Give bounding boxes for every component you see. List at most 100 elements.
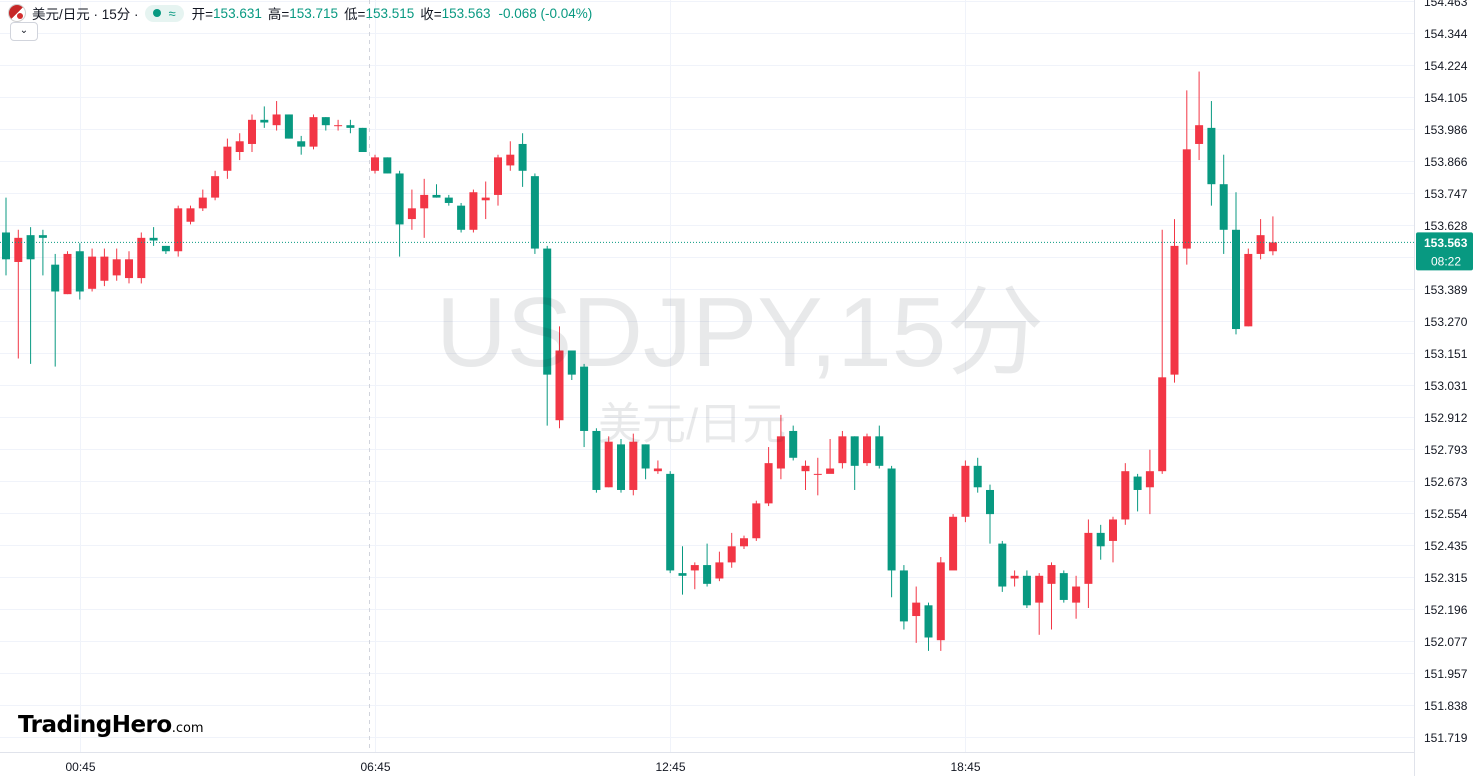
candle-body <box>555 350 564 421</box>
candle <box>641 444 650 480</box>
time-tick-label: 06:45 <box>360 760 390 774</box>
candle <box>125 251 133 284</box>
candle-body <box>826 468 835 474</box>
candle-body <box>518 143 527 171</box>
collapse-legend-button[interactable]: ⌄ <box>10 22 38 41</box>
candle <box>395 170 404 257</box>
candle <box>715 551 724 582</box>
price-tick-label: 152.912 <box>1424 411 1468 425</box>
candle-body <box>1182 149 1191 249</box>
candle <box>863 433 871 466</box>
candle <box>740 535 748 549</box>
candle-body <box>740 538 748 547</box>
candle-body <box>38 235 47 238</box>
brand-logo[interactable]: TradingHero.com <box>18 712 204 738</box>
candle <box>223 138 232 179</box>
candle <box>38 229 47 276</box>
candle-body <box>469 192 478 230</box>
candle <box>309 114 318 150</box>
candle <box>321 117 330 131</box>
candle-body <box>1010 575 1019 579</box>
candle-series <box>2 71 1277 651</box>
candle <box>407 189 416 230</box>
candle <box>1256 219 1265 260</box>
candle <box>912 586 921 643</box>
candle <box>666 471 675 574</box>
candle-body <box>936 562 945 641</box>
candle-body <box>334 125 343 127</box>
low-key: 低= <box>344 7 366 22</box>
candle-body <box>186 208 195 222</box>
candle-body <box>1084 532 1093 584</box>
time-tick-label: 00:45 <box>65 760 95 774</box>
candle-body <box>1244 253 1253 327</box>
current-price-badge <box>1416 232 1473 271</box>
candle <box>1145 449 1154 515</box>
candle <box>260 106 269 128</box>
candle-body <box>863 436 871 464</box>
price-axis[interactable]: 151.719 151.838 151.957 152.077 152.196 152.3… <box>1416 0 1473 745</box>
candle-body <box>1170 245 1179 375</box>
candle-body <box>457 205 466 230</box>
candle <box>813 457 822 496</box>
price-tick-label: 153.389 <box>1424 283 1468 297</box>
candle <box>112 248 121 281</box>
open-value: 153.631 <box>213 5 262 21</box>
candle-body <box>813 473 822 475</box>
candle-body <box>125 259 133 279</box>
price-tick-label: 154.463 <box>1424 0 1468 9</box>
candle <box>444 194 453 206</box>
candle <box>764 447 773 507</box>
us-jp-flag-icon <box>8 4 26 22</box>
close-value: 153.563 <box>441 5 491 21</box>
candle <box>826 439 835 474</box>
candle <box>690 562 699 590</box>
candle-body <box>198 197 207 209</box>
candle-body <box>850 436 859 466</box>
candle-body <box>1232 229 1240 330</box>
candle <box>703 543 712 587</box>
time-axis[interactable]: 00:45 06:45 12:45 18:45 <box>65 760 980 774</box>
candle-body <box>1219 184 1228 230</box>
candle-body <box>284 114 293 139</box>
candle <box>899 565 908 630</box>
candle <box>211 170 220 201</box>
candle <box>137 232 146 284</box>
candle-body <box>1059 573 1068 600</box>
candle <box>1096 524 1105 560</box>
price-tick-label: 151.719 <box>1424 731 1468 745</box>
candle <box>432 184 441 198</box>
candle <box>678 546 687 595</box>
candle-body <box>309 117 318 147</box>
candle-body <box>838 436 847 464</box>
candle <box>1158 229 1167 474</box>
candle <box>567 350 576 380</box>
candle-body <box>100 256 109 281</box>
candle-body <box>567 350 576 375</box>
market-status-pill[interactable]: ≈ <box>144 4 184 22</box>
candle <box>100 248 109 287</box>
candle-body <box>986 489 994 515</box>
open-key: 开= <box>191 7 214 22</box>
candle-body <box>617 444 625 490</box>
candle <box>1244 248 1253 327</box>
candle-body <box>961 465 970 517</box>
candle-body <box>1072 586 1081 603</box>
candle-body <box>887 468 896 571</box>
candle-body <box>875 436 884 466</box>
candle <box>986 484 994 544</box>
candle-body <box>506 154 515 166</box>
candle-body <box>432 194 441 198</box>
symbol-label[interactable]: 美元/日元 · 15分 · <box>32 7 139 22</box>
candle <box>973 457 982 493</box>
candle-body <box>690 565 699 571</box>
candle <box>887 465 896 598</box>
candle <box>543 245 552 426</box>
candle <box>149 227 158 246</box>
candle <box>653 460 662 474</box>
candle-body <box>395 173 404 225</box>
candle <box>1109 516 1117 563</box>
candle-body <box>321 117 330 126</box>
price-tick-label: 152.315 <box>1424 571 1468 585</box>
